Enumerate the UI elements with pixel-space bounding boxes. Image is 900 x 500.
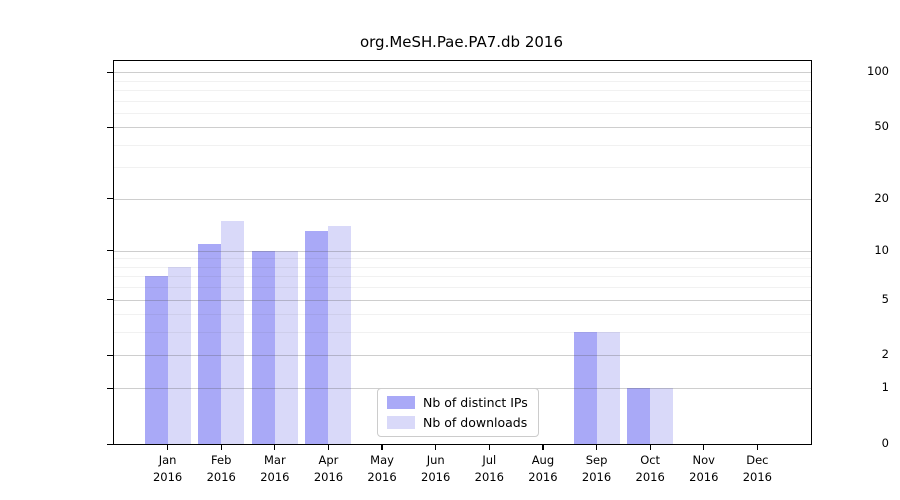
x-tick-label-dec: Dec 2016 (742, 453, 773, 484)
y-tick-mark-10 (107, 250, 113, 252)
x-tick-label-oct: Oct 2016 (635, 453, 665, 484)
x-tick-label-jan: Jan 2016 (152, 453, 183, 484)
x-tick-mark-may (381, 444, 383, 450)
x-tick-label-may: May 2016 (367, 453, 397, 484)
x-tick-label-feb: Feb 2016 (206, 453, 236, 484)
x-tick-label-nov: Nov 2016 (689, 453, 719, 484)
y-tick-label-5: 5 (881, 291, 889, 306)
chart-title: org.MeSH.Pae.PA7.db 2016 (359, 33, 564, 51)
x-tick-mark-jul (488, 444, 490, 450)
bar-mar-downloads (274, 250, 298, 444)
x-tick-mark-apr (327, 444, 330, 450)
gridline-major-100 (114, 72, 811, 74)
bar-feb-distinct-ips (198, 243, 222, 444)
x-tick-mark-aug (542, 444, 544, 450)
x-tick-label-jul: Jul 2016 (474, 453, 504, 484)
gridline-major-50 (114, 127, 811, 129)
x-tick-mark-nov (703, 444, 705, 450)
gridline-minor-80 (114, 89, 811, 91)
bar-sep-downloads (596, 332, 620, 444)
bar-mar-distinct-ips (251, 250, 275, 444)
y-tick-mark-50 (107, 126, 113, 128)
legend-label-distinct-ips: Nb of distinct IPs (423, 395, 528, 410)
bar-oct-distinct-ips (627, 388, 651, 444)
x-tick-mark-sep (595, 444, 598, 450)
y-tick-mark-2 (107, 354, 113, 357)
x-tick-label-aug: Aug 2016 (528, 453, 558, 484)
legend-row-distinct-ips: Nb of distinct IPs (387, 395, 528, 410)
gridline-minor-40 (114, 144, 811, 146)
y-tick-label-100: 100 (867, 64, 889, 79)
x-tick-label-mar: Mar 2016 (260, 453, 290, 484)
x-tick-mark-mar (274, 444, 276, 450)
bar-sep-distinct-ips (573, 332, 597, 444)
y-tick-label-1: 1 (881, 380, 889, 395)
y-tick-mark-1 (107, 387, 113, 389)
bar-apr-downloads (328, 225, 352, 444)
legend: Nb of distinct IPs Nb of downloads (377, 388, 539, 437)
gridline-major-20 (114, 198, 811, 200)
x-tick-label-jun: Jun 2016 (421, 453, 451, 484)
y-tick-label-0: 0 (881, 436, 889, 450)
y-tick-mark-5 (107, 299, 113, 301)
y-tick-label-50: 50 (874, 119, 889, 134)
gridline-minor-90 (114, 80, 811, 82)
x-tick-mark-jun (435, 444, 437, 450)
bar-apr-distinct-ips (305, 231, 329, 444)
x-tick-mark-dec (756, 444, 758, 450)
x-tick-mark-feb (220, 444, 222, 450)
bar-oct-downloads (650, 388, 674, 444)
y-tick-mark-20 (107, 198, 113, 200)
x-tick-mark-jan (167, 444, 169, 450)
bar-jan-downloads (167, 266, 191, 444)
bar-feb-downloads (221, 220, 245, 444)
y-tick-mark-100 (107, 71, 113, 73)
x-tick-label-sep: Sep 2016 (581, 453, 612, 484)
bar-jan-distinct-ips (144, 276, 168, 444)
plot-area: Jan 2016 Feb 2016 Mar 2016 Apr 2016 May 2016 Jun 20… (107, 60, 812, 484)
y-tick-mark-0 (107, 443, 113, 445)
gridline-minor-30 (114, 167, 811, 169)
x-tick-label-apr: Apr 2016 (313, 453, 344, 484)
legend-label-downloads: Nb of downloads (423, 415, 528, 430)
y-tick-label-10: 10 (874, 242, 889, 257)
legend-swatch-distinct-ips (387, 396, 415, 409)
gridline-minor-70 (114, 100, 811, 102)
legend-swatch-downloads (387, 416, 415, 429)
y-tick-label-2: 2 (881, 347, 889, 362)
legend-row-downloads: Nb of downloads (387, 415, 528, 430)
y-tick-label-20: 20 (874, 190, 889, 205)
gridline-minor-60 (114, 112, 811, 114)
x-tick-mark-oct (649, 444, 651, 450)
